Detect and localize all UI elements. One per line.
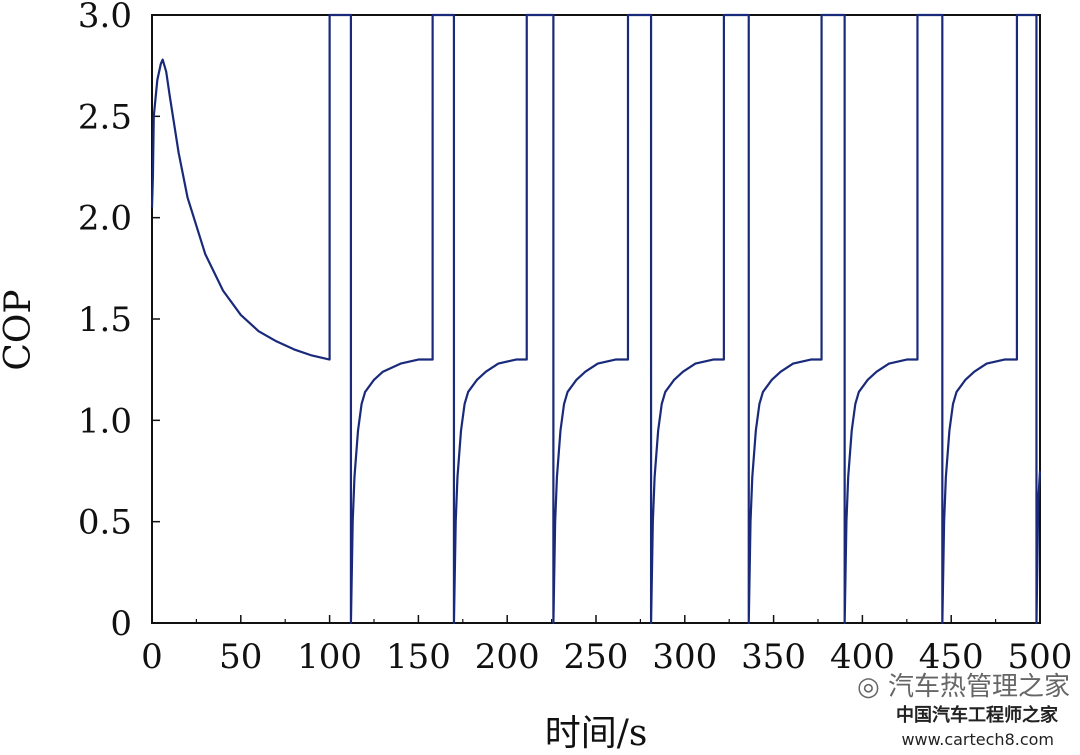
- watermark-line3: www.cartech8.com: [901, 730, 1054, 749]
- wechat-icon: ◎: [857, 672, 880, 702]
- x-tick-label: 50: [219, 637, 262, 677]
- y-tick-label: 2.5: [78, 97, 132, 137]
- x-tick-label: 500: [1008, 637, 1073, 677]
- x-tick-label: 400: [830, 637, 895, 677]
- y-tick-label: 0: [110, 604, 132, 644]
- x-tick-label: 300: [652, 637, 717, 677]
- y-tick-label: 3.0: [78, 0, 132, 36]
- y-axis-label: COP: [0, 289, 39, 370]
- x-tick-label: 150: [386, 637, 451, 677]
- y-tick-label: 1.5: [78, 300, 132, 340]
- x-tick-label: 350: [741, 637, 806, 677]
- x-tick-label: 450: [919, 637, 984, 677]
- x-tick-label: 0: [141, 637, 163, 677]
- plot-frame: [151, 14, 1041, 624]
- x-tick-label: 250: [564, 637, 629, 677]
- watermark-title: ◎ 汽车热管理之家: [857, 666, 1070, 703]
- x-tick-label: 100: [297, 637, 362, 677]
- watermark-line1: 汽车热管理之家: [887, 672, 1070, 702]
- y-tick-label: 1.0: [78, 401, 132, 441]
- cop-series-line: [150, 13, 1042, 625]
- tick-labels: 0 50 100 150 200 250 300 350 400 450 500 0 0.5 1.0 1.5…: [78, 0, 1073, 677]
- y-tick-label: 2.0: [78, 199, 132, 239]
- x-tick-label: 200: [475, 637, 540, 677]
- y-tick-label: 0.5: [78, 503, 132, 543]
- x-axis-label: 时间/s: [545, 713, 648, 754]
- axis-ticks: [151, 14, 1041, 624]
- watermark-line2: 中国汽车工程师之家: [896, 705, 1058, 726]
